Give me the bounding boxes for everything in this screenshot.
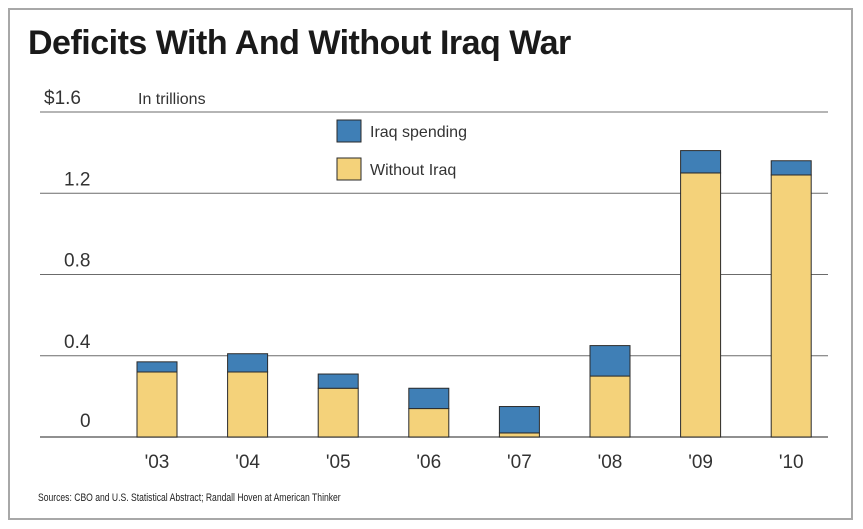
bar-without-iraq — [589, 375, 631, 438]
bar-iraq-spending — [317, 373, 359, 389]
bar-iraq-spending — [589, 345, 631, 377]
legend-label: Iraq spending — [370, 124, 467, 141]
y-tick-label: 0.8 — [64, 251, 90, 272]
bar-iraq-spending — [680, 150, 722, 174]
bar-iraq-spending — [227, 353, 269, 373]
bar-without-iraq — [770, 174, 812, 438]
bar-iraq-spending — [408, 387, 450, 410]
x-tick-label: '10 — [779, 452, 804, 473]
legend-label: Without Iraq — [370, 162, 456, 179]
source-note: Sources: CBO and U.S. Statistical Abstra… — [38, 492, 341, 504]
x-tick-label: '08 — [598, 452, 623, 473]
bar-without-iraq — [317, 387, 359, 438]
bar-without-iraq — [680, 172, 722, 438]
bar-iraq-spending — [136, 361, 178, 373]
x-tick-label: '06 — [416, 452, 441, 473]
y-tick-label: 0.4 — [64, 332, 91, 353]
x-tick-label: '07 — [507, 452, 532, 473]
legend-swatch — [336, 119, 362, 143]
x-tick-label: '04 — [235, 452, 260, 473]
bar-iraq-spending — [770, 160, 812, 176]
x-tick-label: '03 — [145, 452, 170, 473]
unit-label: In trillions — [138, 91, 206, 108]
x-tick-label: '05 — [326, 452, 351, 473]
y-tick-label: 1.2 — [64, 169, 90, 190]
chart-title: Deficits With And Without Iraq War — [28, 24, 571, 62]
bar-iraq-spending — [498, 406, 540, 434]
legend-swatch — [336, 157, 362, 181]
y-tick-label: 0 — [80, 411, 91, 432]
bar-without-iraq — [227, 371, 269, 438]
bar-without-iraq — [498, 432, 540, 438]
bar-without-iraq — [136, 371, 178, 438]
y-tick-label: $1.6 — [44, 88, 81, 109]
bar-without-iraq — [408, 408, 450, 438]
x-tick-label: '09 — [688, 452, 713, 473]
